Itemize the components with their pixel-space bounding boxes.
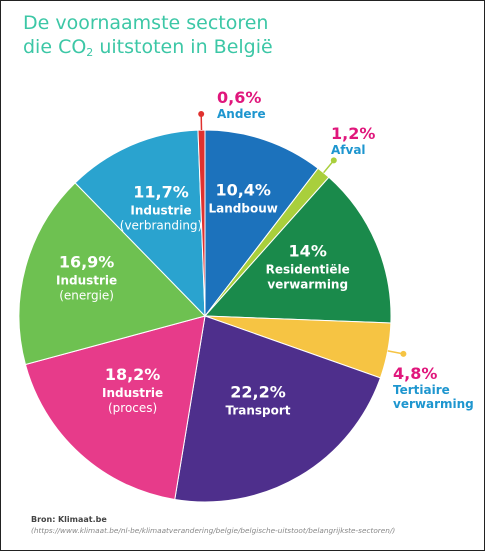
slice-name-label: Transport	[225, 404, 290, 418]
slice-value-label: 16,9%	[59, 253, 115, 272]
slice-name-label: verwarming	[267, 277, 348, 291]
source-name: Klimaat.be	[58, 515, 107, 524]
slice-name-label: verwarming	[393, 397, 474, 411]
source-note: Bron: Klimaat.be (https://www.klimaat.be…	[31, 514, 395, 536]
slice-name-label: Residentiële	[266, 262, 350, 276]
slice-value-label: 22,2%	[230, 383, 286, 402]
slice-name-label: (proces)	[108, 401, 157, 415]
source-label: Bron:	[31, 515, 55, 524]
callout-dot	[331, 157, 337, 163]
slice-name-label: Industrie	[102, 386, 163, 400]
slice-value-label: 10,4%	[215, 180, 271, 199]
slice-value-label: 18,2%	[105, 365, 161, 384]
slice-name-label: (energie)	[59, 289, 114, 303]
callout-dot	[400, 351, 406, 357]
slice-name-label: Afval	[331, 143, 366, 157]
slice-name-label: Industrie	[56, 274, 117, 288]
slice-value-label: 11,7%	[133, 182, 189, 201]
slice-value-label: 4,8%	[393, 364, 437, 383]
slice-name-label: (verbranding)	[120, 218, 202, 232]
slice-name-label: Landbouw	[209, 201, 278, 215]
slice-value-label: 14%	[289, 241, 327, 260]
pie-slices	[19, 130, 391, 502]
callout-dot	[198, 111, 204, 117]
source-url: (https://www.klimaat.be/nl-be/klimaatver…	[31, 525, 395, 536]
slice-name-label: Tertiaire	[393, 383, 450, 397]
slice-value-label: 1,2%	[331, 124, 375, 143]
slice-name-label: Andere	[217, 107, 266, 121]
slice-name-label: Industrie	[130, 203, 191, 217]
slice-value-label: 0,6%	[217, 88, 261, 107]
